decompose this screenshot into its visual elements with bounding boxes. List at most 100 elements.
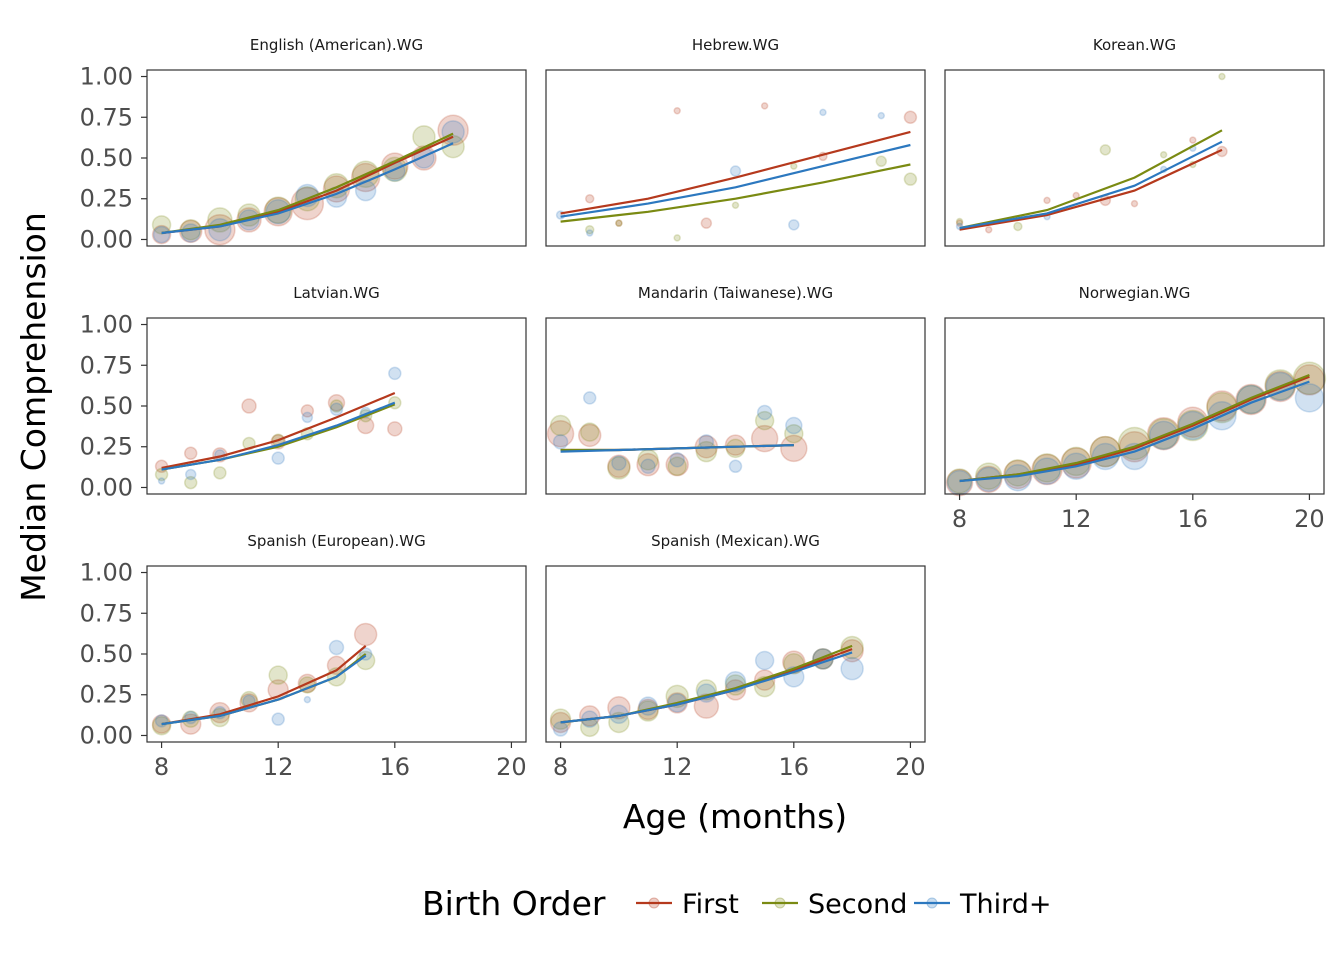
data-point	[326, 655, 347, 676]
x-axis-title: Age (months)	[623, 797, 847, 836]
panel: Hebrew.WG	[545, 36, 926, 247]
data-point	[584, 224, 595, 235]
data-point	[584, 193, 595, 204]
data-point	[780, 434, 808, 463]
data-point	[152, 225, 171, 244]
data-point	[724, 434, 747, 456]
y-tick-label: 0.50	[80, 392, 133, 420]
y-tick-label: 0.75	[80, 351, 133, 379]
data-point	[875, 155, 888, 168]
data-point	[271, 712, 285, 726]
data-point	[241, 398, 257, 414]
data-point	[955, 217, 964, 226]
data-point	[356, 416, 375, 435]
data-point	[754, 650, 775, 671]
panel-title: Hebrew.WG	[692, 36, 779, 54]
x-tick-label: 16	[779, 753, 810, 781]
data-point	[640, 458, 656, 475]
x-tick-label: 8	[154, 753, 169, 781]
data-point	[441, 120, 465, 144]
fit-line	[161, 132, 454, 235]
data-point	[731, 201, 740, 210]
fit-line	[560, 651, 853, 724]
legend-item: Second	[762, 889, 907, 920]
y-tick-label: 0.50	[80, 144, 133, 172]
data-point	[552, 721, 569, 737]
y-tick-label: 1.00	[80, 311, 133, 339]
data-point	[151, 714, 172, 734]
data-point	[1218, 72, 1226, 81]
data-point	[154, 467, 169, 482]
data-point	[607, 696, 631, 720]
y-tick-label: 0.25	[80, 681, 133, 709]
legend-point	[926, 897, 938, 909]
panel-border	[944, 69, 1325, 247]
data-point	[903, 172, 918, 186]
data-point	[754, 410, 775, 431]
panel-border	[944, 317, 1325, 495]
data-point	[184, 468, 197, 481]
legend: Birth Order First Second Third+	[422, 884, 1052, 923]
data-point	[1043, 196, 1051, 205]
panel-title: Mandarin (Taiwanese).WG	[638, 284, 833, 302]
fit-line	[560, 163, 911, 223]
data-point	[327, 393, 346, 412]
data-point	[301, 411, 314, 424]
fit-line	[161, 142, 454, 235]
data-point	[955, 219, 964, 227]
panel-border	[545, 565, 926, 743]
data-point	[154, 714, 169, 728]
data-point	[1294, 383, 1325, 413]
data-point	[1292, 361, 1327, 396]
data-point	[788, 219, 800, 231]
data-point	[607, 456, 631, 480]
fit-line	[959, 148, 1223, 231]
fit-line	[560, 143, 911, 218]
y-tick-label: 0.00	[80, 225, 133, 253]
data-point	[387, 421, 403, 437]
panel: Korean.WG	[944, 36, 1325, 247]
data-point	[300, 404, 315, 418]
data-point	[673, 234, 681, 242]
data-point	[984, 225, 993, 234]
y-tick-label: 0.25	[80, 433, 133, 461]
data-point	[728, 459, 743, 474]
data-point	[582, 391, 597, 405]
legend-item: Third+	[914, 889, 1052, 920]
x-tick-label: 12	[662, 753, 693, 781]
data-point	[1264, 369, 1297, 401]
data-point	[760, 102, 769, 110]
x-tick-label: 8	[553, 753, 568, 781]
fit-line	[959, 373, 1310, 483]
panel-title: Korean.WG	[1093, 36, 1176, 54]
data-point	[180, 223, 201, 243]
data-point	[946, 469, 973, 496]
data-point	[1189, 136, 1197, 144]
data-point	[546, 419, 575, 448]
y-tick-label: 0.75	[80, 103, 133, 131]
data-point	[1013, 221, 1023, 232]
panel: Spanish (European).WG 0.00 0.25 0.50 0.75 1.0…	[80, 532, 527, 781]
data-point	[585, 229, 594, 237]
y-tick-label: 0.00	[80, 721, 133, 749]
data-point	[157, 477, 166, 485]
y-tick-label: 0.25	[80, 185, 133, 213]
legend-label: Third+	[959, 889, 1052, 920]
fit-line	[959, 380, 1310, 483]
data-point	[669, 452, 685, 468]
data-point	[615, 219, 623, 227]
data-point	[388, 366, 402, 381]
data-point	[441, 134, 465, 159]
data-point	[151, 224, 172, 245]
panel-border	[545, 317, 926, 495]
legend-item: First	[636, 889, 739, 920]
fit-line	[161, 401, 396, 471]
data-point	[151, 715, 172, 736]
data-point	[615, 219, 623, 227]
data-point	[667, 456, 687, 477]
data-point	[785, 416, 803, 435]
panel: Mandarin (Taiwanese).WG	[545, 284, 926, 495]
x-tick-label: 16	[380, 753, 411, 781]
data-point	[840, 656, 864, 681]
